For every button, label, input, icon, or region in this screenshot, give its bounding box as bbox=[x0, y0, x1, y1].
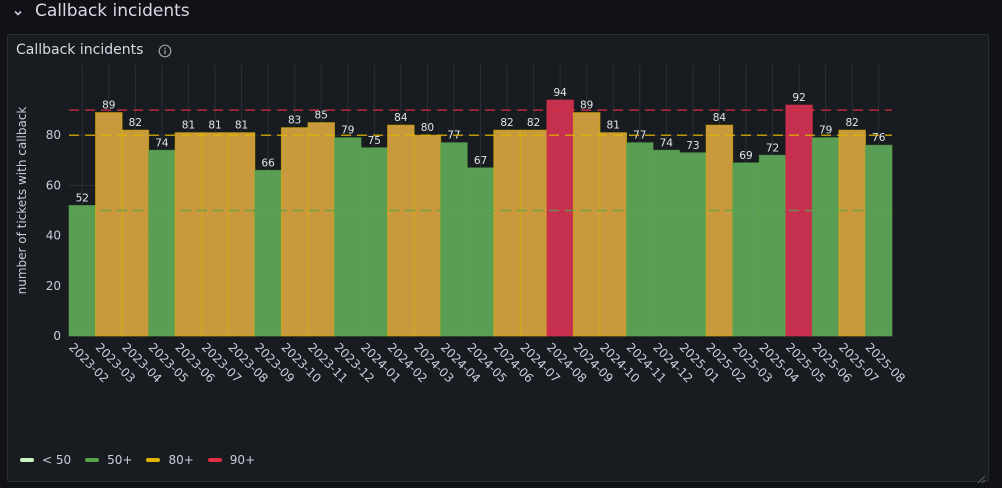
bar-value-label: 52 bbox=[76, 192, 89, 204]
legend-item-lt50[interactable]: < 50 bbox=[20, 453, 71, 467]
bar-value-label: 77 bbox=[633, 130, 646, 142]
bar bbox=[679, 152, 707, 337]
panel-title[interactable]: Callback incidents bbox=[16, 42, 144, 58]
bar-value-label: 81 bbox=[208, 120, 221, 132]
bar-value-label: 82 bbox=[845, 117, 858, 129]
y-tick-label: 80 bbox=[46, 128, 61, 142]
bar-value-label: 72 bbox=[766, 142, 779, 154]
bar-value-label: 94 bbox=[553, 87, 567, 99]
bar bbox=[546, 99, 574, 337]
bar bbox=[758, 154, 787, 337]
bar-value-label: 76 bbox=[872, 132, 886, 144]
bar bbox=[174, 132, 203, 337]
bar-value-label: 84 bbox=[394, 112, 408, 124]
legend: < 50 50+ 80+ 90+ bbox=[20, 453, 255, 467]
bar-value-label: 74 bbox=[660, 137, 674, 149]
bar bbox=[466, 167, 495, 337]
bar bbox=[705, 124, 734, 337]
bar bbox=[519, 129, 548, 337]
bar-value-label: 92 bbox=[792, 92, 805, 104]
chevron-down-icon[interactable] bbox=[11, 6, 25, 20]
bar bbox=[732, 162, 760, 337]
bar-value-label: 74 bbox=[155, 137, 169, 149]
bar bbox=[413, 134, 442, 337]
bar bbox=[811, 137, 840, 337]
bar-value-label: 67 bbox=[474, 155, 487, 167]
bar bbox=[864, 144, 893, 337]
row-header: Callback incidents bbox=[0, 0, 1002, 28]
bar-value-label: 89 bbox=[102, 100, 115, 112]
bar bbox=[785, 104, 813, 337]
bar bbox=[201, 132, 229, 337]
bar bbox=[652, 149, 681, 337]
bar-value-label: 73 bbox=[686, 140, 699, 152]
legend-label-80plus: 80+ bbox=[168, 453, 194, 467]
bar-value-label: 66 bbox=[261, 157, 275, 169]
y-axis-label: number of tickets with callback bbox=[15, 107, 29, 295]
legend-label-90plus: 90+ bbox=[229, 453, 256, 467]
bar bbox=[307, 122, 335, 337]
bar-value-label: 81 bbox=[182, 120, 195, 132]
legend-swatch-80plus bbox=[146, 458, 161, 462]
bar-value-label: 82 bbox=[500, 117, 513, 129]
bar-value-label: 82 bbox=[129, 117, 142, 129]
y-tick-label: 0 bbox=[53, 329, 61, 343]
bar-value-label: 81 bbox=[235, 120, 248, 132]
legend-label-lt50: < 50 bbox=[42, 453, 72, 467]
bar-value-label: 89 bbox=[580, 100, 593, 112]
bar bbox=[493, 129, 521, 337]
bar-value-label: 79 bbox=[819, 125, 832, 137]
bar bbox=[121, 129, 150, 337]
bar bbox=[599, 132, 628, 337]
bar bbox=[572, 112, 601, 337]
bar bbox=[280, 127, 309, 337]
bar bbox=[838, 129, 866, 337]
bar bbox=[333, 137, 362, 337]
bar-chart: 0 20 40 60 80 number of tickets with callback… bbox=[15, 65, 908, 386]
bar-value-label: 84 bbox=[713, 112, 727, 124]
bar-value-label: 81 bbox=[607, 120, 620, 132]
legend-item-90plus[interactable]: 90+ bbox=[207, 453, 256, 467]
bar bbox=[440, 142, 468, 337]
bar-value-label: 80 bbox=[421, 122, 434, 134]
bar bbox=[148, 149, 176, 337]
bar bbox=[387, 124, 415, 337]
y-tick-label: 40 bbox=[46, 229, 61, 243]
legend-label-50plus: 50+ bbox=[107, 453, 133, 467]
bar-value-label: 75 bbox=[368, 135, 381, 147]
bar bbox=[360, 147, 389, 337]
bar-value-label: 82 bbox=[527, 117, 540, 129]
legend-swatch-lt50 bbox=[20, 458, 34, 462]
y-tick-label: 60 bbox=[46, 178, 61, 192]
bar-value-label: 79 bbox=[341, 125, 354, 137]
legend-swatch-90plus bbox=[207, 458, 222, 462]
bar-value-label: 85 bbox=[315, 110, 328, 122]
bar bbox=[95, 112, 123, 337]
legend-item-80plus[interactable]: 80+ bbox=[146, 453, 194, 467]
bar bbox=[68, 204, 97, 337]
y-tick-label: 20 bbox=[46, 279, 61, 293]
chart-panel: Callback incidents 0 20 40 60 80 number of ti… bbox=[7, 34, 989, 484]
bar bbox=[254, 169, 282, 337]
bar-value-label: 83 bbox=[288, 115, 301, 127]
legend-swatch-50plus bbox=[85, 458, 100, 462]
bar bbox=[227, 132, 256, 337]
row-title[interactable]: Callback incidents bbox=[35, 1, 190, 21]
legend-item-50plus[interactable]: 50+ bbox=[85, 453, 132, 467]
bar-value-label: 69 bbox=[739, 150, 752, 162]
resize-handle-icon[interactable] bbox=[976, 469, 986, 484]
bar bbox=[626, 142, 654, 337]
info-icon[interactable] bbox=[158, 43, 172, 58]
